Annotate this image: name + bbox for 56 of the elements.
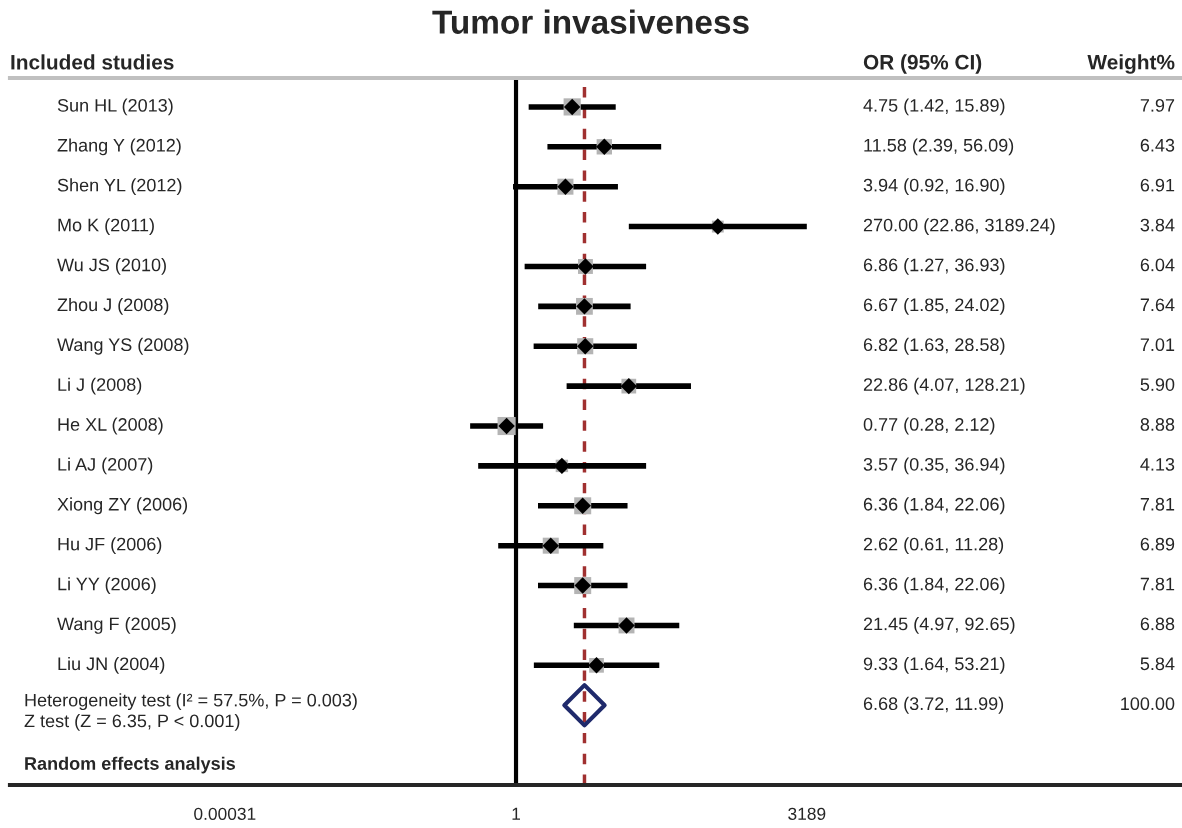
annotation: 8.88 bbox=[1140, 418, 1175, 431]
annotation: 4.75 (1.42, 15.89) bbox=[863, 98, 1005, 116]
y-tick-label: Wang YS (2008) bbox=[57, 337, 189, 355]
annotation: 6.88 bbox=[1140, 617, 1175, 631]
chart-title: Tumor invasiveness bbox=[432, 9, 749, 34]
annotation: 7.81 bbox=[1140, 497, 1175, 511]
annotation: 6.67 (1.85, 24.02) bbox=[863, 297, 1005, 315]
annotation: 100.00 bbox=[1121, 697, 1175, 711]
y-tick-label: He XL (2008) bbox=[58, 417, 163, 435]
annotation: 6.36 (1.84, 22.06) bbox=[863, 577, 1005, 594]
annotation: 9.33 (1.64, 53.21) bbox=[863, 656, 1005, 674]
annotation: 6.91 bbox=[1140, 178, 1175, 192]
y-tick-label: Wang F (2005) bbox=[57, 617, 176, 634]
text: Weight% bbox=[1087, 54, 1175, 74]
annotation: 6.04 bbox=[1140, 258, 1175, 272]
y-tick-label: Li AJ (2007) bbox=[58, 457, 153, 475]
annotation: 6.43 bbox=[1140, 138, 1175, 152]
text: Random effects analysis bbox=[25, 756, 235, 774]
y-tick-label: Mo K (2011) bbox=[58, 218, 154, 235]
annotation: 6.36 (1.84, 22.06) bbox=[863, 497, 1005, 515]
annotation: 6.68 (3.72, 11.99) bbox=[863, 696, 1004, 714]
y-tick-label: Zhou J (2008) bbox=[57, 297, 169, 315]
annotation: 3.94 (0.92, 16.90) bbox=[863, 178, 1005, 196]
annotation: 270.00 (22.86, 3189.24) bbox=[863, 218, 1055, 235]
y-tick-label: Liu JN (2004) bbox=[58, 656, 165, 674]
y-tick-label: Li YY (2006) bbox=[58, 577, 156, 594]
annotation: 5.84 bbox=[1140, 657, 1175, 671]
y-tick-label: Sun HL (2013) bbox=[57, 98, 173, 116]
text: OR (95% CI) bbox=[863, 54, 982, 74]
y-tick-label: Li J (2008) bbox=[58, 377, 142, 395]
annotation: 5.90 bbox=[1140, 378, 1175, 391]
annotation: 21.45 (4.97, 92.65) bbox=[863, 617, 1015, 634]
x-tick-label: 1 bbox=[512, 807, 521, 820]
annotation: 0.77 (0.28, 2.12) bbox=[863, 417, 995, 435]
annotation: 7.64 bbox=[1140, 298, 1175, 312]
y-tick-label: Zhang Y (2012) bbox=[57, 138, 181, 156]
annotation: 22.86 (4.07, 128.21) bbox=[863, 377, 1025, 395]
annotation: 2.62 (0.61, 11.28) bbox=[863, 537, 1004, 555]
annotation: 4.13 bbox=[1140, 457, 1175, 471]
y-tick-label: Wu JS (2010) bbox=[57, 258, 166, 275]
annotation: 6.82 (1.63, 28.58) bbox=[863, 337, 1005, 355]
annotation: 6.86 (1.27, 36.93) bbox=[863, 258, 1005, 275]
annotation: 11.58 (2.39, 56.09) bbox=[864, 138, 1014, 156]
annotation: 3.84 bbox=[1140, 218, 1175, 232]
annotation: 7.01 bbox=[1140, 338, 1175, 352]
y-tick-label: Heterogeneity test (I² = 57.5%, P = 0.003) Z test (Z = 6.35, P < 0.001) bbox=[24, 693, 357, 731]
x-tick-label: 0.00031 bbox=[194, 807, 256, 820]
y-tick-label: Shen YL (2012) bbox=[57, 178, 182, 196]
annotation: 6.89 bbox=[1140, 537, 1175, 551]
y-axis-title: Included studies bbox=[11, 54, 174, 70]
y-tick-label: Hu JF (2006) bbox=[58, 537, 162, 555]
y-tick-label: Xiong ZY (2006) bbox=[57, 497, 188, 515]
annotation: 7.81 bbox=[1140, 577, 1175, 591]
annotation: 3.57 (0.35, 36.94) bbox=[863, 457, 1005, 475]
x-tick-label: 3189 bbox=[788, 807, 826, 820]
annotation: 7.97 bbox=[1140, 98, 1175, 112]
